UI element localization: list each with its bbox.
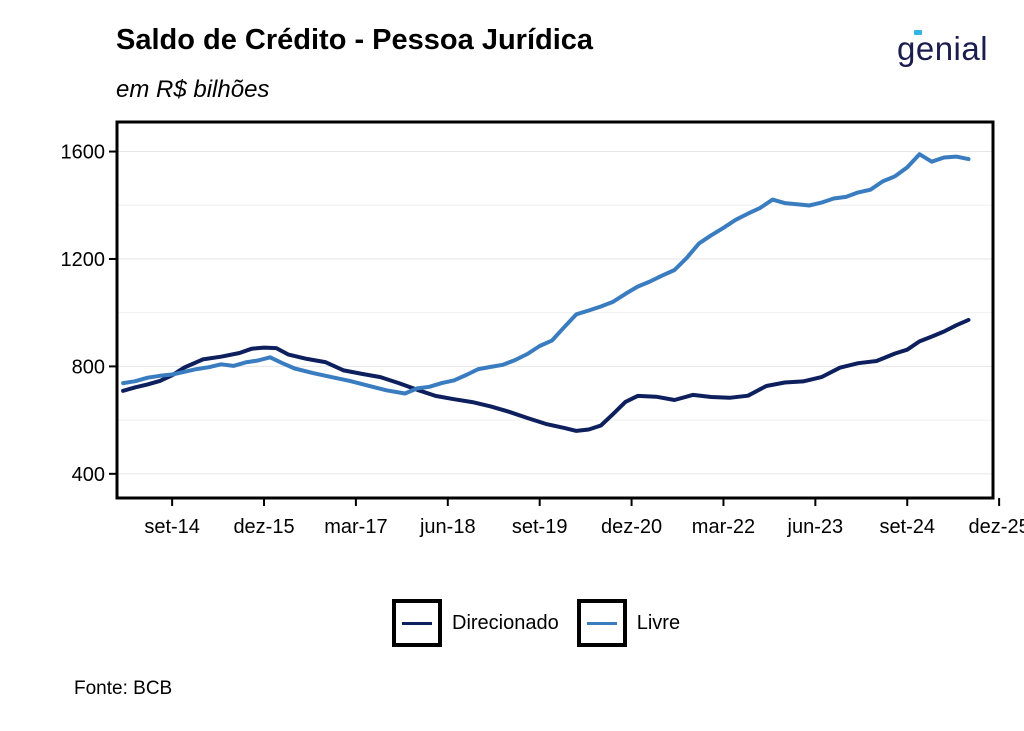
plot-frame	[115, 120, 995, 500]
x-tick-label: dez-25	[969, 516, 1024, 538]
x-tick-label: jun-23	[787, 516, 844, 538]
line-chart: 400 800 1200 1600 set-14 dez-15 mar-17 jun-18 se…	[61, 120, 1024, 538]
legend-key-livre	[576, 599, 627, 647]
x-tick-label: dez-20	[601, 516, 662, 538]
x-tick-label: set-19	[512, 516, 568, 538]
chart-legend: Direcionado Livre	[392, 596, 698, 650]
legend-item-livre: Livre	[576, 599, 681, 647]
x-tick-label: mar-17	[324, 516, 387, 538]
y-tick-label: 800	[72, 356, 105, 378]
genial-logo: genial	[897, 30, 989, 67]
legend-item-direcionado: Direcionado	[392, 599, 559, 647]
y-tick-label: 1200	[61, 249, 106, 271]
x-tick-label: jun-18	[419, 516, 476, 538]
chart-title: Saldo de Crédito - Pessoa Jurídica	[116, 24, 594, 56]
x-tick-label: set-14	[144, 516, 200, 538]
x-tick-label: set-24	[879, 516, 935, 538]
series-line-livre	[121, 152, 971, 396]
x-tick-label: mar-22	[692, 516, 755, 538]
legend-label-direcionado: Direcionado	[452, 611, 559, 634]
series-line-direcionado	[121, 317, 971, 433]
y-tick-label: 400	[72, 464, 105, 486]
chart-subtitle: em R$ bilhões	[116, 76, 270, 103]
logo-accent-mark	[914, 30, 922, 35]
source-note: Fonte: BCB	[74, 678, 173, 699]
legend-key-direcionado	[392, 599, 442, 647]
x-tick-label: dez-15	[233, 516, 294, 538]
y-tick-label: 1600	[61, 142, 106, 164]
legend-label-livre: Livre	[636, 611, 681, 634]
